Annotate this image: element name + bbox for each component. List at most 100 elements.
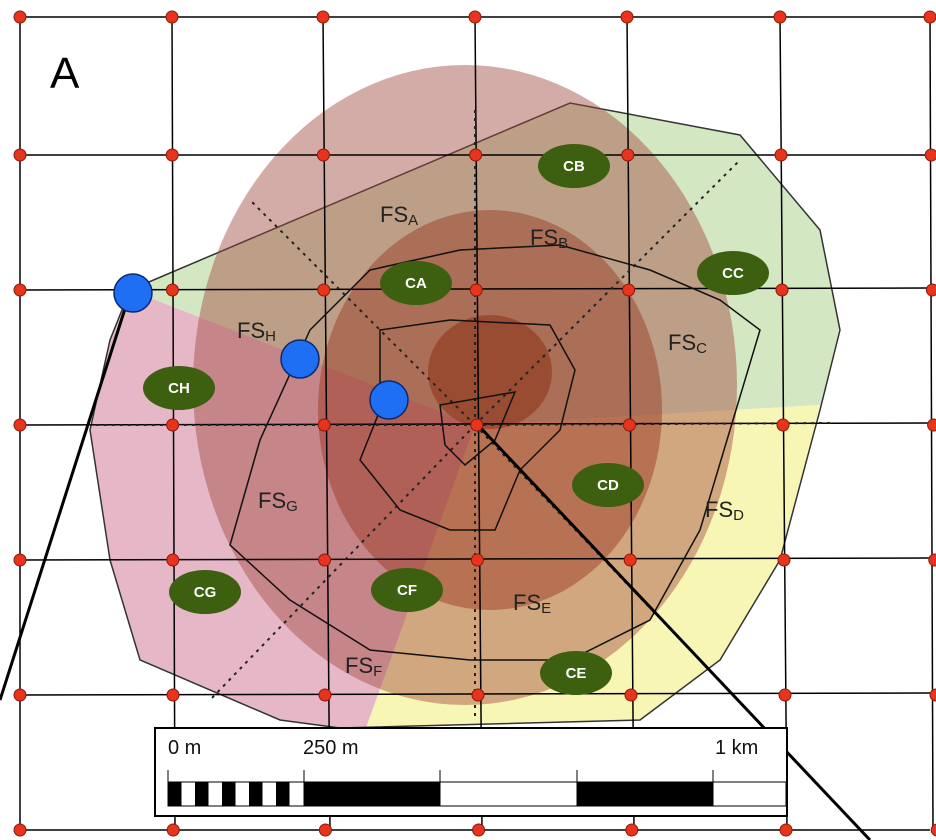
grid-point [318, 688, 332, 702]
sample-point [369, 380, 409, 420]
grid-point [779, 823, 793, 837]
scale-segment [276, 782, 290, 806]
scale-label: 1 km [715, 737, 758, 759]
samples [113, 273, 409, 420]
grid-point [620, 10, 634, 24]
cluster-marker [697, 251, 769, 295]
zone-main: FS [345, 653, 373, 678]
scale-segment [222, 782, 236, 806]
cluster-marker [540, 651, 612, 695]
cluster-label: CG [194, 584, 217, 601]
grid-point [166, 553, 180, 567]
grid-point [623, 553, 637, 567]
cluster-label: CE [566, 665, 587, 682]
cluster-label: CD [597, 477, 619, 494]
grid-point [624, 688, 638, 702]
zone-sub: D [733, 507, 744, 524]
grid-point [923, 10, 936, 24]
cluster-label: CB [563, 158, 585, 175]
zone-main: FS [258, 488, 286, 513]
grid-point [166, 688, 180, 702]
grid-point [928, 553, 936, 567]
scale-segment [249, 782, 263, 806]
scale-label: 0 m [168, 737, 201, 759]
grid-point [469, 283, 483, 297]
grid-point [318, 553, 332, 567]
grid-point [472, 823, 486, 837]
grid-point [927, 418, 936, 432]
zone-sub: G [286, 498, 298, 515]
zone-main: FS [513, 590, 541, 615]
panel-label: A [50, 49, 80, 98]
cluster-marker [380, 261, 452, 305]
cluster-marker [572, 463, 644, 507]
zone-main: FS [380, 202, 408, 227]
zone-label: FSC [668, 330, 707, 357]
zone-label: FSF [345, 653, 382, 680]
scale-segment [195, 782, 209, 806]
zone-label: FSB [530, 225, 568, 252]
scale-segment [304, 782, 440, 806]
grid-point [318, 823, 332, 837]
grid-point [13, 148, 27, 162]
zone-label: FSE [513, 590, 551, 617]
grid-point [166, 823, 180, 837]
scale-segment [168, 782, 182, 806]
grid-point [317, 283, 331, 297]
scale-label: 250 m [303, 737, 359, 759]
zone-main: FS [530, 225, 558, 250]
grid-point [13, 418, 27, 432]
cluster-label: CA [405, 275, 427, 292]
cluster-label: CC [722, 265, 744, 282]
scale-bar: 0 m 250 m 1 km [154, 727, 788, 817]
grid-point [13, 823, 27, 837]
grid-point [165, 10, 179, 24]
grid-point [166, 418, 180, 432]
zone-main: FS [668, 330, 696, 355]
zone-main: FS [705, 497, 733, 522]
grid-point [13, 283, 27, 297]
outer-boundary [89, 102, 841, 729]
grid-point [469, 148, 483, 162]
grid-point [165, 148, 179, 162]
cluster-label: CF [397, 582, 417, 599]
cluster-marker [143, 366, 215, 410]
cluster-marker [371, 568, 443, 612]
clusters: CA CB CC CD CE CF CG CH [143, 144, 769, 695]
sample-point [113, 273, 153, 313]
grid-point [165, 283, 179, 297]
grid-point [316, 10, 330, 24]
grid-point [622, 418, 636, 432]
grid-point [13, 10, 27, 24]
zone-label: FSH [237, 318, 276, 345]
zone-label: FSG [258, 488, 298, 515]
grid-point [468, 10, 482, 24]
zone-label: FSD [705, 497, 744, 524]
grid-point [774, 148, 788, 162]
zone-sub: A [408, 212, 418, 229]
zone-label: FSA [380, 202, 418, 229]
grid-points [13, 10, 936, 837]
zone-sub: F [373, 663, 382, 680]
grid-point [777, 553, 791, 567]
grid-point [776, 418, 790, 432]
grid-point [13, 688, 27, 702]
grid-point [470, 418, 484, 432]
contours [229, 244, 761, 661]
scale-segments [167, 770, 787, 807]
grid-point [930, 823, 936, 837]
cluster-label: CH [168, 380, 190, 397]
cluster-marker [169, 570, 241, 614]
grid-point [470, 553, 484, 567]
grid-point [316, 148, 330, 162]
sector-green [130, 103, 840, 425]
grid-point [929, 688, 936, 702]
scale-segment [577, 782, 713, 806]
grid-point [317, 418, 331, 432]
zone-sub: H [265, 328, 276, 345]
sector-pink [90, 200, 475, 728]
grid-point [773, 10, 787, 24]
grid-point [13, 553, 27, 567]
grid-point [625, 823, 639, 837]
